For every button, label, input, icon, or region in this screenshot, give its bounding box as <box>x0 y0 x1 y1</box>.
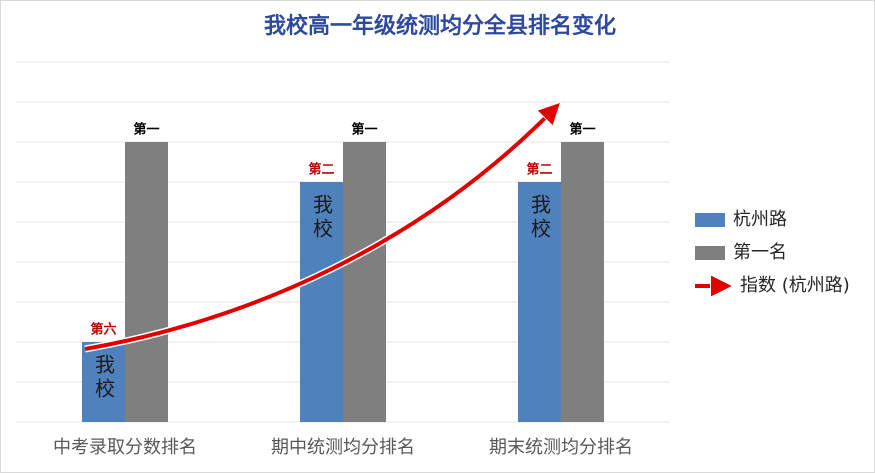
bar-inner-label: 我校 <box>310 194 334 242</box>
rank-label: 第二 <box>526 162 552 178</box>
legend-label: 指数 (杭州路) <box>740 275 850 296</box>
rank-label: 第二 <box>308 162 334 178</box>
x-tick-label: 期末统测均分排名 <box>489 437 633 458</box>
bar <box>343 142 386 422</box>
bar-inner-label: 我校 <box>92 354 116 402</box>
bar <box>518 182 561 422</box>
bar <box>300 182 343 422</box>
x-tick-label: 中考录取分数排名 <box>53 437 197 458</box>
trend-arrow <box>84 110 553 351</box>
chart-title: 我校高一年级统测均分全县排名变化 <box>264 13 616 39</box>
bar <box>125 142 168 422</box>
rank-label: 第一 <box>351 122 377 138</box>
rank-label: 第六 <box>90 322 116 338</box>
rank-label: 第一 <box>133 122 159 138</box>
plot-area: 中考录取分数排名第六我校第一期中统测均分排名第二我校第一期末统测均分排名第二我校… <box>16 61 670 458</box>
legend-swatch <box>695 213 725 227</box>
rank-label: 第一 <box>569 122 595 138</box>
legend-swatch <box>695 246 725 260</box>
legend-label: 第一名 <box>733 242 787 263</box>
bar <box>82 342 125 422</box>
legend-label: 杭州路 <box>733 209 787 230</box>
bar-inner-label: 我校 <box>528 194 552 242</box>
x-tick-label: 期中统测均分排名 <box>271 437 415 458</box>
bar <box>561 142 604 422</box>
